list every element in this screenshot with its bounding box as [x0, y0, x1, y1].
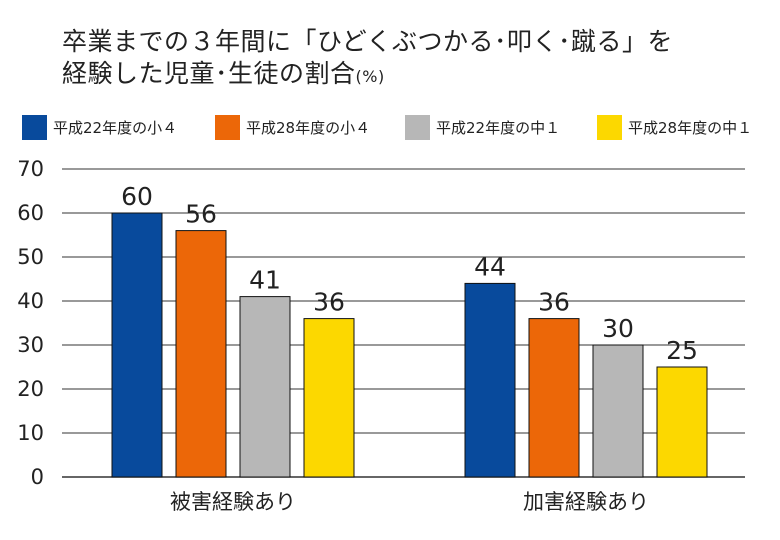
- bar-2-4: [656, 366, 708, 478]
- legend-item-2: 平成28年度の小４: [215, 112, 370, 142]
- chart-title: 卒業までの３年間に「ひどくぶつかる･叩く･蹴る」を 経験した児童･生徒の割合(%…: [62, 26, 762, 93]
- legend-label-1: 平成22年度の小４: [53, 118, 178, 137]
- y-tick-label-60: 60: [17, 201, 44, 225]
- chart-title-line2: 経験した児童･生徒の割合(%): [62, 58, 762, 93]
- data-label-1-2: 56: [185, 200, 217, 229]
- bar-1-1: [111, 212, 163, 478]
- y-tick-label-70: 70: [17, 157, 44, 181]
- data-label-2-4: 25: [666, 336, 698, 365]
- y-tick-label-10: 10: [17, 421, 44, 445]
- bar-2-2: [528, 318, 580, 478]
- data-label-1-3: 41: [249, 266, 281, 295]
- bar-1-2: [175, 230, 227, 478]
- legend-swatch-2: [215, 114, 240, 140]
- legend-item-3: 平成22年度の中１: [405, 112, 560, 142]
- y-tick-label-0: 0: [31, 465, 44, 489]
- legend-item-4: 平成28年度の中１: [597, 112, 752, 142]
- chart-title-line2-text: 経験した児童･生徒の割合: [62, 59, 356, 88]
- legend-item-1: 平成22年度の小４: [22, 112, 177, 142]
- chart-legend: 平成22年度の小４ 平成28年度の小４ 平成22年度の中１ 平成28年度の中１: [22, 112, 772, 142]
- data-label-1-1: 60: [121, 182, 153, 211]
- data-label-2-3: 30: [602, 314, 634, 343]
- bar-2-1: [464, 282, 516, 478]
- legend-label-2: 平成28年度の小４: [246, 118, 371, 137]
- y-tick-label-40: 40: [17, 289, 44, 313]
- category-label-2: 加害経験あり: [523, 490, 649, 514]
- bar-1-3: [239, 296, 291, 478]
- bar-2-3: [592, 344, 644, 478]
- y-tick-label-20: 20: [17, 377, 44, 401]
- bar-1-4: [303, 318, 355, 478]
- legend-label-3: 平成22年度の中１: [436, 118, 561, 137]
- y-tick-label-30: 30: [17, 333, 44, 357]
- chart-title-line1: 卒業までの３年間に「ひどくぶつかる･叩く･蹴る」を: [62, 27, 674, 56]
- legend-label-4: 平成28年度の中１: [628, 118, 753, 137]
- legend-swatch-4: [597, 114, 622, 140]
- data-label-2-2: 36: [538, 288, 570, 317]
- category-label-1: 被害経験あり: [170, 490, 296, 514]
- chart-title-unit: (%): [355, 67, 385, 86]
- legend-swatch-3: [405, 114, 430, 140]
- data-label-2-1: 44: [474, 252, 506, 281]
- data-label-1-4: 36: [313, 288, 345, 317]
- legend-swatch-1: [22, 114, 47, 140]
- y-tick-label-50: 50: [17, 245, 44, 269]
